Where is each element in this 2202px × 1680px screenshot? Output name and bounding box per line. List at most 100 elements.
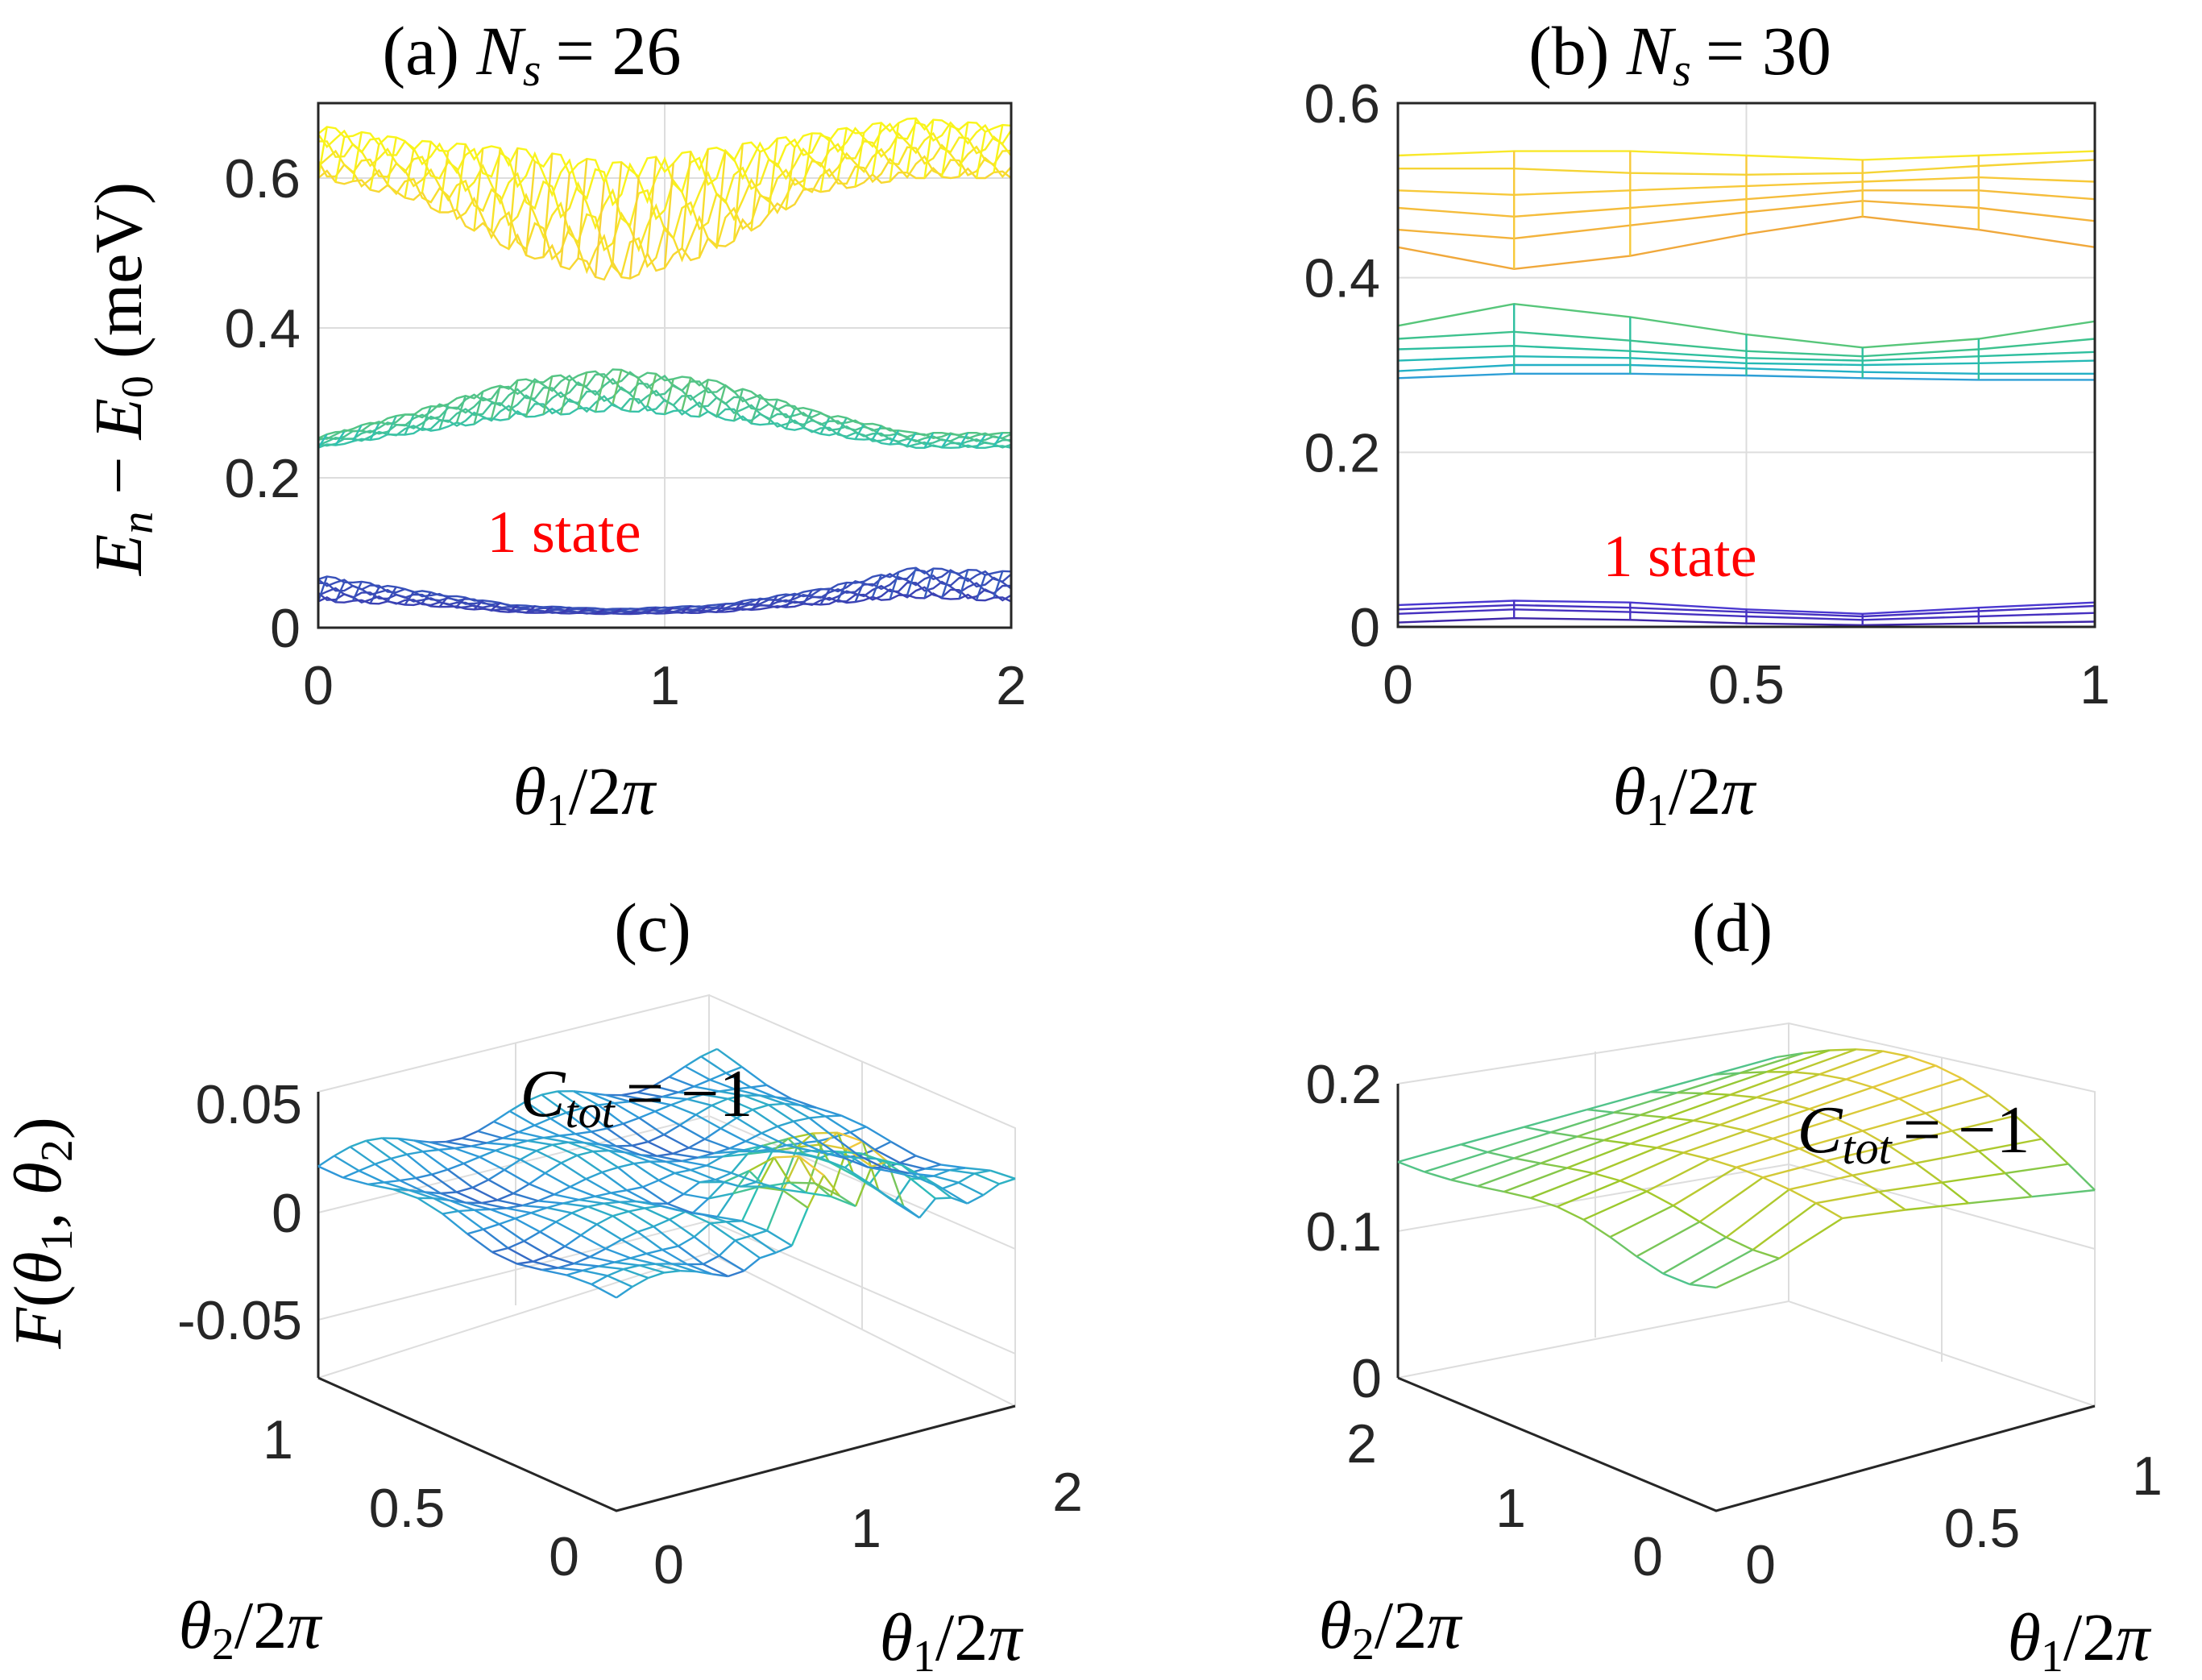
panel-c-mesh-edge bbox=[520, 1150, 537, 1161]
panel-c-xtick-label: 1 bbox=[851, 1498, 881, 1559]
panel-d-mesh-edge bbox=[1852, 1162, 1916, 1176]
panel-c-mesh-edge bbox=[842, 1156, 869, 1168]
panel-c-mesh-edge bbox=[849, 1126, 867, 1134]
panel-c-mesh-edge bbox=[431, 1168, 449, 1176]
panel-d-mesh-edge bbox=[1503, 1190, 1531, 1199]
panel-c-mesh-edge bbox=[417, 1197, 443, 1215]
panel-c-mesh-edge bbox=[400, 1176, 417, 1182]
panel-a-level-line bbox=[317, 566, 1012, 611]
panel-c-mesh-edge bbox=[685, 1210, 711, 1225]
panel-c-mesh-edge bbox=[750, 1086, 777, 1098]
panel-c-mesh-edge bbox=[765, 1189, 784, 1231]
panel-a-mesh-link bbox=[854, 423, 865, 440]
panel-c-mesh-edge bbox=[703, 1093, 728, 1100]
panel-a-ytick-label: 0.2 bbox=[224, 448, 301, 509]
panel-c-mesh-edge bbox=[703, 1255, 720, 1265]
panel-a-mesh-link bbox=[386, 586, 397, 602]
panel-c-mesh-edge bbox=[558, 1267, 583, 1271]
panel-c-mesh-edge bbox=[523, 1240, 549, 1257]
panel-c-mesh-edge bbox=[545, 1162, 562, 1174]
panel-c-mesh-edge bbox=[666, 1193, 685, 1205]
panel-d-mesh-edge bbox=[1746, 1108, 1810, 1132]
panel-c-mesh-edge bbox=[768, 1102, 785, 1106]
panel-c-mesh-edge bbox=[633, 1160, 650, 1165]
panel-d-mesh-edge bbox=[2014, 1114, 2042, 1140]
panel-d-mesh-edge bbox=[1613, 1111, 1640, 1116]
panel-c-mesh-edge bbox=[761, 1125, 778, 1135]
panel-c-mesh-edge bbox=[499, 1217, 516, 1226]
panel-c-mesh-edge bbox=[522, 1204, 548, 1209]
panel-a-mesh-link bbox=[334, 582, 346, 603]
panel-c-mesh-edge bbox=[892, 1171, 919, 1179]
panel-d-mesh-edge bbox=[1487, 1131, 1551, 1154]
panel-c-mesh-edge bbox=[806, 1192, 831, 1198]
panel-c-mesh-edge bbox=[479, 1149, 496, 1159]
panel-c-mesh-edge bbox=[933, 1175, 959, 1184]
panel-d-mesh-edge bbox=[1872, 1064, 1936, 1089]
panel-c-mesh-edge bbox=[940, 1164, 966, 1169]
panel-c-ylabel: θ2/2π bbox=[179, 1588, 324, 1670]
panel-d-3d-frame bbox=[1396, 1022, 2096, 1512]
panel-c-mesh-edge bbox=[793, 1120, 819, 1143]
panel-a-mesh-link bbox=[542, 153, 554, 258]
panel-c-mesh-edge bbox=[566, 1269, 583, 1276]
panel-c-mesh-edge bbox=[775, 1096, 801, 1106]
panel-c-mesh-edge bbox=[620, 1094, 647, 1101]
panel-d-mesh-edge bbox=[1719, 1101, 1784, 1126]
panel-c-mesh-edge bbox=[706, 1155, 724, 1167]
panel-c-mesh-edge bbox=[715, 1172, 732, 1181]
panel-d-mesh-edge bbox=[1666, 1116, 1694, 1122]
panel-a-mesh-link bbox=[854, 132, 865, 187]
panel-b-spectrum-ns30: (b) Ns = 30 0 0.5 1 00.20.40.6 1 state θ1/2… bbox=[1304, 12, 2109, 836]
panel-c-mesh-edge bbox=[589, 1255, 615, 1263]
panel-d-mesh-edge bbox=[1682, 1130, 1747, 1154]
panel-c-mesh-edge bbox=[630, 1252, 647, 1259]
panel-a-mesh-link bbox=[559, 380, 570, 415]
panel-c-mesh-edge bbox=[504, 1168, 530, 1185]
panel-c-mesh-edge bbox=[809, 1115, 826, 1119]
panel-c-mesh-edge bbox=[858, 1155, 885, 1169]
panel-d-mesh-edge bbox=[1593, 1172, 1621, 1182]
panel-c-mesh-edge bbox=[935, 1197, 952, 1200]
panel-c-mesh-edge bbox=[717, 1216, 743, 1222]
panel-a-mesh-link bbox=[491, 602, 501, 611]
panel-c-mesh-edge bbox=[557, 1090, 583, 1110]
panel-d-mesh-edge bbox=[1582, 1218, 1611, 1238]
panel-c-mesh-edge bbox=[612, 1210, 629, 1217]
panel-c-mesh-edge bbox=[830, 1195, 856, 1208]
panel-c-mesh-edge bbox=[973, 1172, 1000, 1185]
panel-c-mesh-edge bbox=[614, 1261, 640, 1267]
panel-a-mesh-link bbox=[629, 608, 640, 616]
panel-c-mesh-edge bbox=[608, 1150, 635, 1165]
panel-c-mesh-edge bbox=[539, 1230, 566, 1247]
panel-c-mesh-edge bbox=[596, 1215, 614, 1226]
panel-c-mesh-edge bbox=[334, 1155, 360, 1172]
panel-c-mesh-edge bbox=[781, 1188, 807, 1194]
panel-a-mesh-link bbox=[750, 397, 761, 424]
panel-c-mesh-edge bbox=[782, 1189, 809, 1209]
panel-c-mesh-edge bbox=[605, 1093, 631, 1103]
panel-c-mesh-edge bbox=[965, 1167, 991, 1172]
panel-d-mesh-edge bbox=[1756, 1096, 1784, 1103]
panel-d-mesh-edge bbox=[1689, 1283, 1717, 1289]
panel-c-mesh-edge bbox=[516, 1263, 542, 1271]
panel-c-mesh-edge bbox=[750, 1230, 768, 1237]
panel-d-mesh-edge bbox=[1735, 1166, 1764, 1179]
panel-a-mesh-link bbox=[421, 141, 432, 193]
panel-c-mesh-edge bbox=[598, 1265, 624, 1271]
panel-a-mesh-link bbox=[438, 595, 450, 608]
panel-c-mesh-edge bbox=[366, 1137, 383, 1142]
panel-b-y-ticks: 0 0.2 0.4 0.6 bbox=[1304, 73, 1380, 658]
panel-c-mesh-edge bbox=[715, 1179, 741, 1188]
panel-d-mesh-edge bbox=[2031, 1188, 2096, 1198]
panel-c-mesh-edge bbox=[821, 1131, 839, 1146]
panel-a-mesh-link bbox=[836, 582, 848, 601]
panel-c-mesh-edge bbox=[672, 1147, 690, 1155]
panel-c-mesh-edge bbox=[637, 1226, 654, 1234]
panel-c-mesh-edge bbox=[865, 1126, 892, 1143]
panel-d-mesh-edge bbox=[1888, 1145, 1917, 1164]
panel-c-mesh-edge bbox=[548, 1255, 574, 1265]
panel-c-mesh-edge bbox=[518, 1124, 535, 1134]
panel-c-mesh-edge bbox=[518, 1130, 544, 1139]
